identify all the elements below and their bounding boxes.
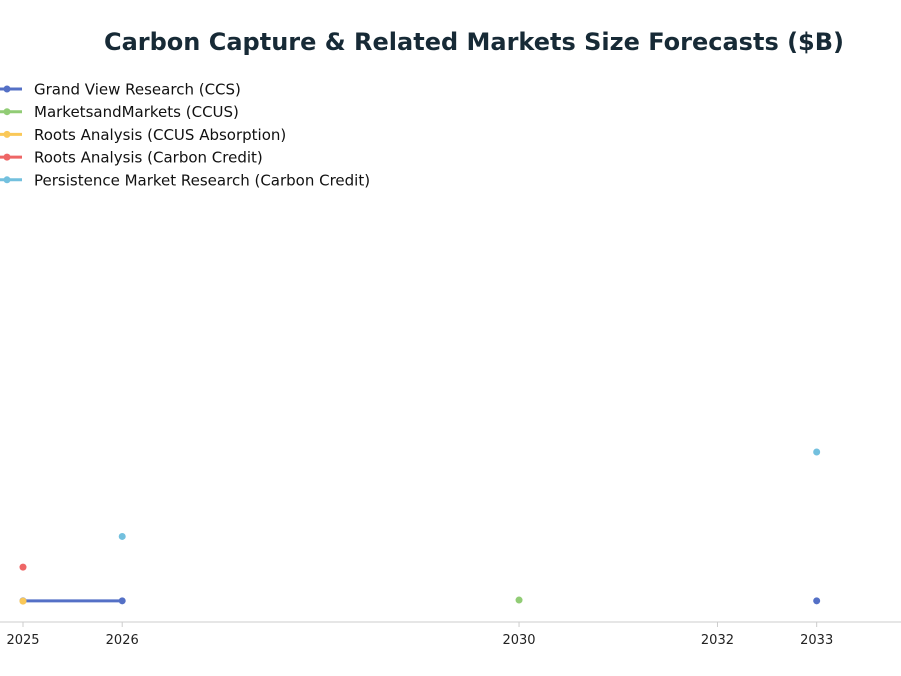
series-2 bbox=[19, 597, 27, 605]
plot-area bbox=[19, 448, 821, 605]
chart-title: Carbon Capture & Related Markets Size Fo… bbox=[104, 28, 844, 56]
legend-label: MarketsandMarkets (CCUS) bbox=[34, 103, 239, 121]
legend-label: Persistence Market Research (Carbon Cred… bbox=[34, 171, 370, 189]
series-1 bbox=[515, 596, 523, 604]
x-axis-ticks: 2025 2026 2030 2032 2033 bbox=[6, 622, 833, 648]
legend: Grand View Research (CCS) MarketsandMarke… bbox=[0, 81, 370, 189]
legend-item[interactable]: Grand View Research (CCS) bbox=[0, 81, 241, 99]
data-point[interactable] bbox=[19, 563, 27, 571]
x-tick-label: 2025 bbox=[6, 633, 39, 648]
data-point[interactable] bbox=[813, 448, 821, 456]
legend-label: Roots Analysis (CCUS Absorption) bbox=[34, 126, 286, 144]
legend-item[interactable]: Persistence Market Research (Carbon Cred… bbox=[0, 171, 370, 189]
data-point[interactable] bbox=[118, 532, 126, 540]
legend-item[interactable]: Roots Analysis (CCUS Absorption) bbox=[0, 126, 286, 144]
series-0 bbox=[19, 597, 821, 605]
data-point[interactable] bbox=[19, 597, 27, 605]
legend-swatch-marker bbox=[3, 153, 11, 161]
x-tick-label: 2030 bbox=[502, 633, 535, 648]
legend-swatch-marker bbox=[3, 108, 11, 116]
legend-swatch-marker bbox=[3, 176, 11, 184]
x-tick-label: 2033 bbox=[800, 633, 833, 648]
legend-swatch-marker bbox=[3, 130, 11, 138]
data-point[interactable] bbox=[813, 597, 821, 605]
x-tick-label: 2032 bbox=[701, 633, 734, 648]
legend-item[interactable]: Roots Analysis (Carbon Credit) bbox=[0, 149, 263, 167]
series-3 bbox=[19, 563, 27, 571]
legend-item[interactable]: MarketsandMarkets (CCUS) bbox=[0, 103, 239, 121]
x-tick-label: 2026 bbox=[106, 633, 139, 648]
legend-label: Roots Analysis (Carbon Credit) bbox=[34, 149, 263, 167]
data-point[interactable] bbox=[118, 597, 126, 605]
legend-swatch-marker bbox=[3, 85, 11, 93]
data-point[interactable] bbox=[515, 596, 523, 604]
series-4 bbox=[118, 448, 821, 540]
legend-label: Grand View Research (CCS) bbox=[34, 81, 241, 99]
